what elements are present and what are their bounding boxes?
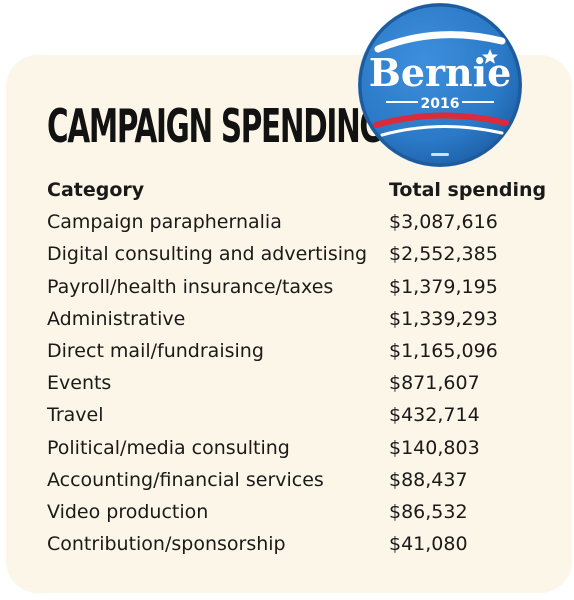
table-row: Events $871,607 [47, 367, 567, 399]
category-label: Travel [47, 404, 104, 427]
bernie-button-badge: Bernie 2016 [358, 3, 522, 167]
spending-value: $140,803 [389, 436, 480, 459]
chart-title: CAMPAIGN SPENDING [47, 99, 384, 153]
spending-value: $2,552,385 [389, 243, 498, 266]
table-row: Direct mail/fundraising $1,165,096 [47, 335, 567, 367]
top-swoosh [374, 31, 506, 53]
category-label: Campaign paraphernalia [47, 211, 282, 234]
table-row: Campaign paraphernalia $3,087,616 [47, 206, 567, 238]
table-row: Travel $432,714 [47, 399, 567, 431]
header-category: Category [47, 179, 145, 201]
spending-value: $1,339,293 [389, 307, 498, 330]
button-maker-mark [431, 153, 449, 156]
category-label: Administrative [47, 307, 186, 330]
table-row: Accounting/financial services $88,437 [47, 464, 567, 496]
button-rim [358, 3, 522, 167]
table-row: Payroll/health insurance/taxes $1,379,195 [47, 271, 567, 303]
spending-value: $1,165,096 [389, 339, 498, 362]
table-header: Category Total spending [47, 174, 567, 206]
spending-value: $86,532 [389, 500, 468, 523]
spending-value: $871,607 [389, 372, 480, 395]
red-swoosh [373, 112, 509, 128]
bottom-swoosh [380, 125, 504, 137]
table-row: Video production $86,532 [47, 496, 567, 528]
spending-value: $1,379,195 [389, 275, 498, 298]
category-label: Direct mail/fundraising [47, 339, 264, 362]
category-label: Political/media consulting [47, 436, 290, 459]
spending-value: $41,080 [389, 533, 468, 556]
spending-value: $432,714 [389, 404, 480, 427]
table-body: Campaign paraphernalia $3,087,616 Digital … [47, 206, 567, 560]
spending-table: Category Total spending Campaign paraphe… [47, 174, 567, 560]
category-label: Digital consulting and advertising [47, 243, 368, 266]
spending-value: $3,087,616 [389, 211, 498, 234]
table-row: Administrative $1,339,293 [47, 303, 567, 335]
table-row: Contribution/sponsorship $41,080 [47, 528, 567, 560]
spending-value: $88,437 [389, 468, 468, 491]
category-label: Video production [47, 500, 209, 523]
star-icon [482, 49, 498, 64]
category-label: Contribution/sponsorship [47, 533, 286, 556]
button-year: 2016 [421, 96, 460, 112]
category-label: Accounting/financial services [47, 468, 324, 491]
table-row: Digital consulting and advertising $2,552… [47, 238, 567, 270]
category-label: Payroll/health insurance/taxes [47, 275, 334, 298]
table-row: Political/media consulting $140,803 [47, 432, 567, 464]
header-total-spending: Total spending [389, 179, 547, 201]
category-label: Events [47, 372, 112, 395]
